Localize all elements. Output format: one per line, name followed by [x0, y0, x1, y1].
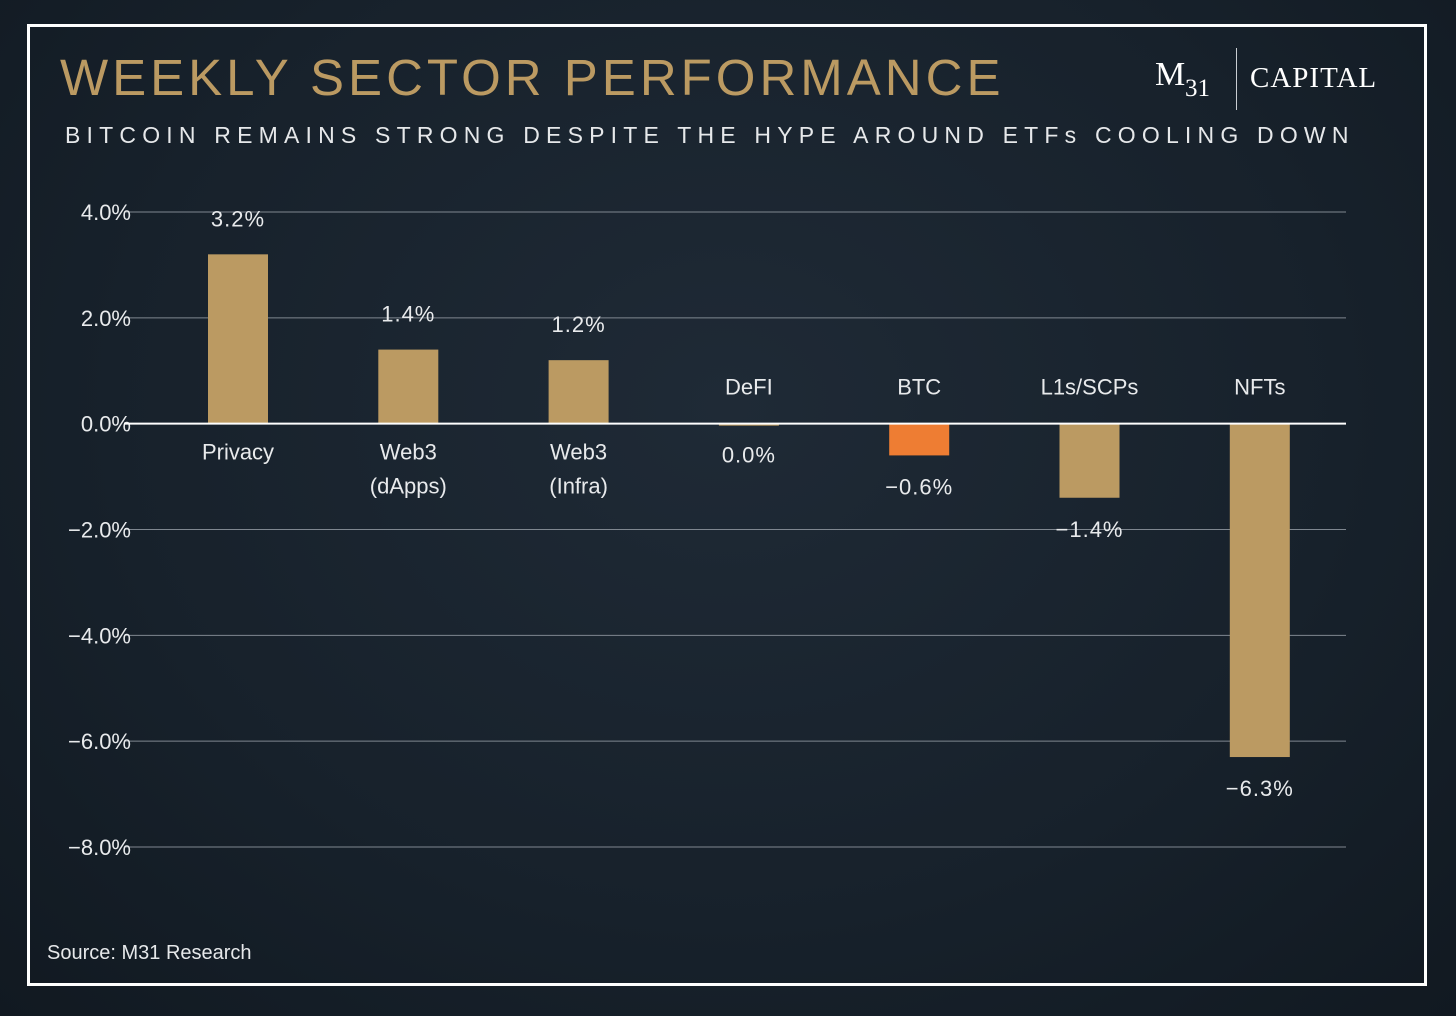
y-tick-label: −2.0%: [68, 518, 131, 543]
category-label: Privacy: [202, 440, 274, 465]
bar: [889, 423, 950, 456]
bar: [208, 254, 268, 424]
data-label: 1.2%: [552, 312, 606, 337]
y-tick-label: 2.0%: [81, 306, 131, 331]
chart-title: WEEKLY SECTOR PERFORMANCE: [60, 49, 1005, 106]
y-tick-label: 4.0%: [81, 200, 131, 225]
category-label: Web3: [550, 440, 607, 465]
m31-capital-logo: M 31 CAPITAL: [1155, 48, 1395, 110]
logo-capital: CAPITAL: [1250, 62, 1378, 94]
y-tick-label: −8.0%: [68, 835, 131, 860]
y-tick-label: 0.0%: [81, 412, 131, 437]
data-label: 3.2%: [211, 206, 265, 231]
data-label: −1.4%: [1056, 517, 1124, 542]
bars: [208, 254, 1290, 758]
y-tick-label: −6.0%: [68, 729, 131, 754]
chart-border: [27, 24, 1427, 986]
logo-divider: [1236, 48, 1237, 110]
source-note: Source: M31 Research: [47, 942, 252, 964]
data-label: −6.3%: [1226, 776, 1294, 801]
logo-m: M: [1155, 56, 1186, 93]
data-label: 1.4%: [381, 302, 435, 327]
data-label: −0.6%: [885, 474, 953, 499]
category-label: DeFI: [725, 375, 773, 400]
category-label: BTC: [897, 375, 941, 400]
category-label: L1s/SCPs: [1041, 375, 1139, 400]
data-label: 0.0%: [722, 443, 776, 468]
logo-31: 31: [1185, 75, 1210, 102]
y-tick-label: −4.0%: [68, 623, 131, 648]
y-axis-labels: 4.0% 2.0% 0.0% −2.0% −4.0% −6.0% −8.0%: [68, 200, 131, 860]
bar: [1059, 423, 1120, 498]
chart-subtitle: BITCOIN REMAINS STRONG DESPITE THE HYPE …: [65, 122, 1355, 148]
category-label: NFTs: [1234, 375, 1285, 400]
bar-labels: 3.2% Privacy 1.4% Web3 (dApps) 1.2% Web3 (Infra…: [202, 206, 1294, 801]
category-label: Web3: [380, 440, 437, 465]
grid-lines: [124, 211, 1346, 848]
bar: [378, 349, 439, 424]
bar: [548, 360, 609, 424]
category-label: (Infra): [549, 474, 608, 499]
bar: [1229, 423, 1290, 758]
category-label: (dApps): [370, 474, 447, 499]
